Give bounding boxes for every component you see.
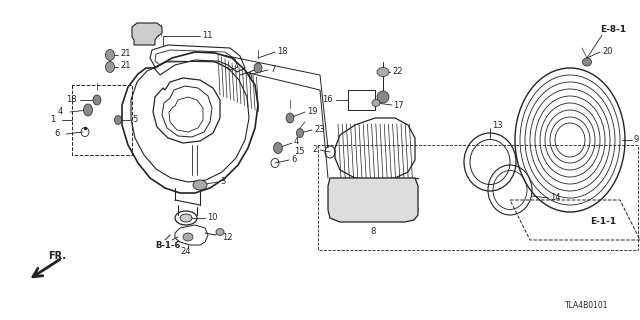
Text: 18: 18 [66, 95, 77, 105]
Ellipse shape [286, 113, 294, 123]
Text: 5: 5 [132, 115, 137, 124]
Text: 22: 22 [392, 67, 403, 76]
Text: B-1-6: B-1-6 [155, 241, 180, 250]
Polygon shape [132, 23, 162, 45]
Ellipse shape [106, 61, 115, 73]
Text: TLA4B0101: TLA4B0101 [565, 300, 609, 309]
Text: 18: 18 [277, 46, 287, 55]
Text: 14: 14 [550, 193, 561, 202]
Text: 10: 10 [207, 212, 218, 221]
Text: 23: 23 [314, 124, 324, 133]
Text: 15: 15 [294, 148, 305, 156]
Text: 3: 3 [220, 177, 225, 186]
Ellipse shape [377, 68, 389, 76]
Text: 6: 6 [54, 130, 60, 139]
Text: 8: 8 [370, 228, 376, 236]
Text: 6: 6 [291, 155, 296, 164]
Text: 7: 7 [270, 65, 275, 74]
Ellipse shape [582, 58, 591, 66]
Text: 11: 11 [202, 31, 212, 41]
Text: 12: 12 [222, 234, 232, 243]
Text: 16: 16 [322, 94, 333, 103]
Text: 21: 21 [120, 61, 131, 70]
Ellipse shape [193, 180, 207, 190]
Text: E-1-1: E-1-1 [590, 218, 616, 227]
Text: 20: 20 [602, 46, 612, 55]
Text: 9: 9 [634, 134, 639, 143]
Text: 2: 2 [312, 145, 317, 154]
Text: 13: 13 [492, 122, 502, 131]
Text: 19: 19 [307, 107, 317, 116]
Ellipse shape [296, 129, 303, 138]
Ellipse shape [183, 233, 193, 241]
Text: 17: 17 [393, 100, 404, 109]
Text: 4: 4 [294, 138, 300, 147]
Text: 24: 24 [180, 247, 191, 257]
Ellipse shape [106, 50, 115, 60]
Text: 4: 4 [58, 108, 63, 116]
Text: 1: 1 [50, 116, 55, 124]
Text: E-8-1: E-8-1 [600, 26, 626, 35]
Ellipse shape [93, 95, 101, 105]
Ellipse shape [372, 100, 380, 107]
Polygon shape [328, 178, 418, 222]
Text: 21: 21 [120, 50, 131, 59]
Ellipse shape [115, 116, 122, 124]
Ellipse shape [254, 63, 262, 73]
Ellipse shape [216, 228, 224, 236]
Ellipse shape [273, 142, 282, 154]
Text: FR.: FR. [48, 251, 66, 261]
Circle shape [377, 91, 389, 103]
Ellipse shape [83, 104, 93, 116]
Ellipse shape [180, 214, 192, 222]
